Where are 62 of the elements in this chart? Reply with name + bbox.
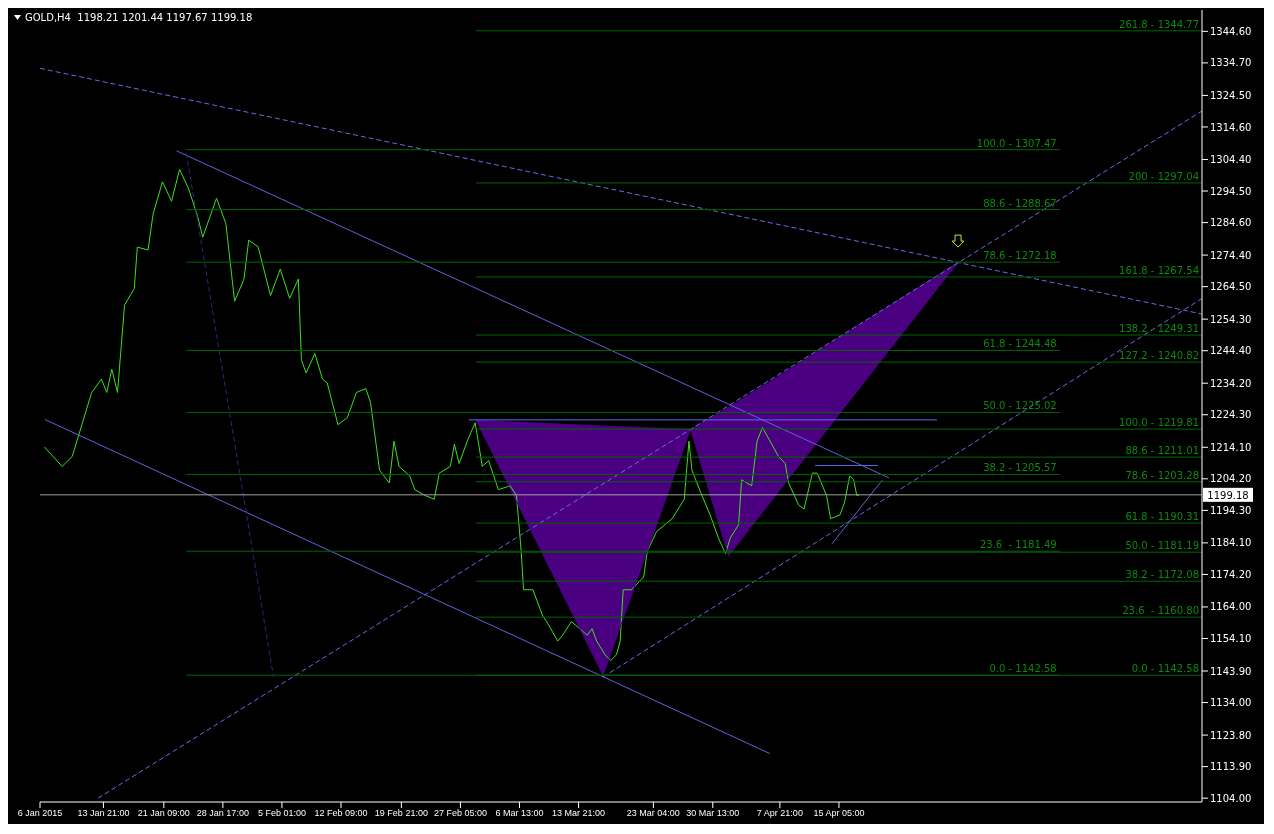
x-tick-label: 19 Feb 21:00 xyxy=(374,808,428,819)
annotation: 38.2 - 1172.08 xyxy=(1125,569,1199,581)
y-tick-label: 1244.40 xyxy=(1210,345,1252,357)
ref-line-label: 1199.18 xyxy=(1207,489,1249,501)
annotation: 38.2 - 1205.57 xyxy=(983,462,1057,474)
x-tick-label: 15 Apr 05:00 xyxy=(813,808,865,819)
x-tick-label: 30 Mar 13:00 xyxy=(686,808,740,819)
annotation: 261.8 - 1344.77 xyxy=(1119,18,1199,30)
y-tick-label: 1294.50 xyxy=(1210,185,1252,197)
x-tick-label: 13 Mar 21:00 xyxy=(552,808,606,819)
y-tick-label: 1214.10 xyxy=(1210,441,1252,453)
annotation: 50.0 - 1181.19 xyxy=(1125,540,1199,552)
chart-title: GOLD,H4 1198.21 1201.44 1197.67 1199.18 xyxy=(25,12,253,23)
annotation: 161.8 - 1267.54 xyxy=(1119,264,1199,276)
annotation: 88.6 - 1211.01 xyxy=(1125,445,1199,457)
x-tick-label: 5 Feb 01:00 xyxy=(257,808,306,819)
y-tick-label: 1174.20 xyxy=(1210,568,1252,580)
annotation: 127.2 - 1240.82 xyxy=(1119,350,1199,362)
y-tick-label: 1134.00 xyxy=(1210,697,1252,709)
y-tick-label: 1264.50 xyxy=(1210,281,1252,293)
y-tick-label: 1113.90 xyxy=(1210,761,1252,773)
y-tick-label: 1344.60 xyxy=(1210,25,1252,37)
annotation: 78.6 - 1203.28 xyxy=(1125,469,1199,481)
annotation: 138.2 - 1249.31 xyxy=(1119,323,1199,335)
y-tick-label: 1254.30 xyxy=(1210,313,1252,325)
y-tick-label: 1284.60 xyxy=(1210,217,1252,229)
x-tick-label: 6 Mar 13:00 xyxy=(495,808,544,819)
y-tick-label: 1304.40 xyxy=(1210,154,1252,166)
annotation: 88.6 - 1288.67 xyxy=(983,197,1057,209)
annotation: 200 - 1297.04 xyxy=(1128,170,1199,182)
x-tick-label: 23 Mar 04:00 xyxy=(626,808,680,819)
x-tick-label: 27 Feb 05:00 xyxy=(433,808,487,819)
y-tick-label: 1184.10 xyxy=(1210,537,1252,549)
y-tick-label: 1164.00 xyxy=(1210,601,1252,613)
y-tick-label: 1224.30 xyxy=(1210,409,1252,421)
annotation: 0.0 - 1142.58 xyxy=(1131,663,1199,675)
y-tick-label: 1194.30 xyxy=(1210,504,1252,516)
annotation: 23.6 - 1160.80 xyxy=(1122,605,1199,617)
annotation: 0.0 - 1142.58 xyxy=(989,663,1057,675)
x-tick-label: 6 Jan 2015 xyxy=(17,808,63,819)
x-tick-label: 21 Jan 09:00 xyxy=(137,808,190,819)
annotation: 78.6 - 1272.18 xyxy=(983,250,1057,262)
x-tick-label: 7 Apr 21:00 xyxy=(756,808,803,819)
annotation: 100.0 - 1219.81 xyxy=(1119,417,1199,429)
y-tick-label: 1104.00 xyxy=(1210,792,1252,804)
y-tick-label: 1143.90 xyxy=(1210,665,1252,677)
y-tick-label: 1314.60 xyxy=(1210,121,1252,133)
y-tick-label: 1234.20 xyxy=(1210,377,1252,389)
annotation: 61.8 - 1244.48 xyxy=(983,338,1057,350)
x-tick-label: 28 Jan 17:00 xyxy=(196,808,249,819)
x-tick-label: 13 Jan 21:00 xyxy=(77,808,130,819)
annotation: 61.8 - 1190.31 xyxy=(1125,511,1199,523)
y-tick-label: 1204.20 xyxy=(1210,473,1252,485)
y-tick-label: 1334.70 xyxy=(1210,57,1252,69)
annotation: 100.0 - 1307.47 xyxy=(976,137,1057,149)
annotation: 23.6 - 1181.49 xyxy=(979,539,1057,551)
y-tick-label: 1154.10 xyxy=(1210,633,1252,645)
annotation: 50.0 - 1225.02 xyxy=(983,400,1057,412)
y-tick-label: 1324.50 xyxy=(1210,89,1252,101)
x-tick-label: 12 Feb 09:00 xyxy=(314,808,368,819)
y-tick-label: 1123.80 xyxy=(1210,729,1252,741)
y-tick-label: 1274.40 xyxy=(1210,249,1252,261)
